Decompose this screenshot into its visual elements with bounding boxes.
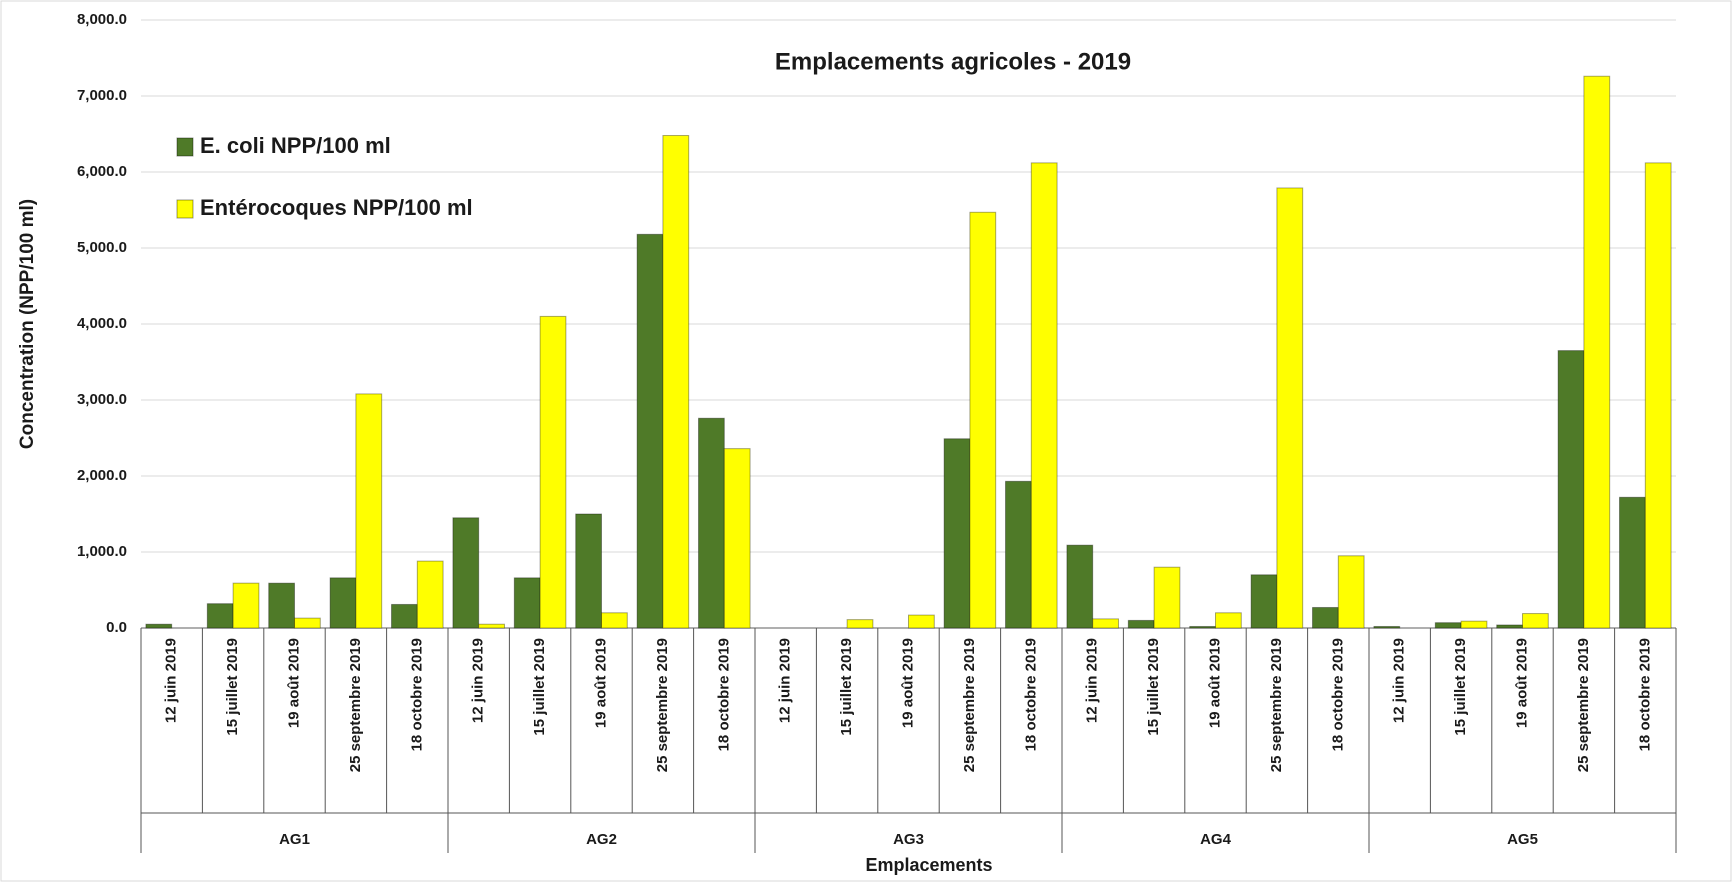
legend-swatch <box>176 137 194 157</box>
y-tick-label: 6,000.0 <box>77 163 127 180</box>
bar <box>1619 496 1646 629</box>
group-label: AG4 <box>1200 831 1232 848</box>
y-tick-label: 4,000.0 <box>77 315 127 332</box>
y-axis-label: Concentration (NPP/100 ml) <box>17 199 38 449</box>
bar <box>268 582 296 629</box>
bar <box>846 619 874 629</box>
bar <box>391 603 418 629</box>
bar <box>1557 350 1585 629</box>
x-tick-label: 25 septembre 2019 <box>961 638 978 772</box>
bar <box>1337 555 1365 629</box>
legend-label: Entérocoques NPP/100 ml <box>200 195 473 220</box>
x-tick-label: 19 août 2019 <box>1206 638 1223 728</box>
bar <box>636 233 664 629</box>
bar <box>1522 613 1549 629</box>
bar <box>1496 624 1524 629</box>
x-tick-label: 12 juin 2019 <box>777 638 794 723</box>
y-tick-label: 7,000.0 <box>77 87 127 104</box>
x-tick-label: 12 juin 2019 <box>163 638 180 723</box>
x-tick-label: 15 juillet 2019 <box>1145 638 1162 736</box>
y-tick-label: 5,000.0 <box>77 239 127 256</box>
bar <box>1250 574 1278 629</box>
legend-label: E. coli NPP/100 ml <box>200 133 391 158</box>
group-label: AG2 <box>586 831 617 848</box>
x-tick-label: 15 juillet 2019 <box>838 638 855 736</box>
bar <box>1189 625 1217 629</box>
x-tick-label: 12 juin 2019 <box>470 638 487 723</box>
bar <box>145 623 173 629</box>
x-tick-label: 25 septembre 2019 <box>1268 638 1285 772</box>
bar <box>452 517 480 629</box>
group-label: AG3 <box>893 831 924 848</box>
x-tick-label: 15 juillet 2019 <box>531 638 548 736</box>
x-tick-label: 18 octobre 2019 <box>715 638 732 751</box>
bar <box>969 211 997 629</box>
x-tick-label: 15 juillet 2019 <box>224 638 241 736</box>
x-tick-label: 18 octobre 2019 <box>408 638 425 751</box>
bar <box>294 617 321 629</box>
bar <box>206 603 234 629</box>
bar <box>1644 162 1672 629</box>
bar <box>943 438 971 629</box>
bar <box>539 315 567 629</box>
bar <box>1373 625 1401 629</box>
group-label: AG1 <box>279 831 310 848</box>
bar <box>908 614 935 629</box>
bar <box>416 560 444 629</box>
x-tick-label: 18 octobre 2019 <box>1636 638 1653 751</box>
bar <box>232 582 260 629</box>
bar <box>1583 75 1611 629</box>
x-tick-label: 19 août 2019 <box>1513 638 1530 728</box>
bar <box>1127 619 1155 629</box>
bar <box>1005 480 1032 629</box>
group-label: AG5 <box>1507 831 1538 848</box>
bar <box>662 135 690 629</box>
legend-swatch <box>176 199 194 219</box>
bar <box>1215 612 1242 629</box>
bar <box>1092 618 1119 629</box>
bar <box>575 513 602 629</box>
x-tick-label: 12 juin 2019 <box>1391 638 1408 723</box>
bar <box>723 448 751 629</box>
x-tick-label: 19 août 2019 <box>592 638 609 728</box>
x-tick-label: 19 août 2019 <box>285 638 302 728</box>
x-tick-label: 25 septembre 2019 <box>1575 638 1592 772</box>
x-tick-label: 18 octobre 2019 <box>1329 638 1346 751</box>
x-tick-label: 18 octobre 2019 <box>1022 638 1039 751</box>
bar <box>698 417 725 629</box>
bar <box>1276 187 1304 629</box>
x-tick-label: 25 septembre 2019 <box>654 638 671 772</box>
bar <box>478 623 505 629</box>
y-tick-label: 0.0 <box>106 619 127 636</box>
x-axis-label: Emplacements <box>865 855 992 875</box>
bar <box>1153 566 1181 629</box>
y-tick-label: 1,000.0 <box>77 543 127 560</box>
x-tick-label: 15 juillet 2019 <box>1452 638 1469 736</box>
bar <box>1460 620 1488 629</box>
bar <box>1066 544 1094 629</box>
bar <box>1312 606 1339 629</box>
bar <box>329 577 357 629</box>
bar <box>1030 162 1058 629</box>
bar <box>1434 622 1462 629</box>
y-tick-label: 2,000.0 <box>77 467 127 484</box>
chart-title: Emplacements agricoles - 2019 <box>775 48 1131 75</box>
x-tick-label: 12 juin 2019 <box>1084 638 1101 723</box>
bar <box>513 577 541 629</box>
bar <box>601 612 628 629</box>
bar <box>355 393 383 629</box>
x-tick-label: 19 août 2019 <box>899 638 916 728</box>
y-tick-label: 8,000.0 <box>77 11 127 28</box>
y-tick-label: 3,000.0 <box>77 391 127 408</box>
x-tick-label: 25 septembre 2019 <box>347 638 364 772</box>
